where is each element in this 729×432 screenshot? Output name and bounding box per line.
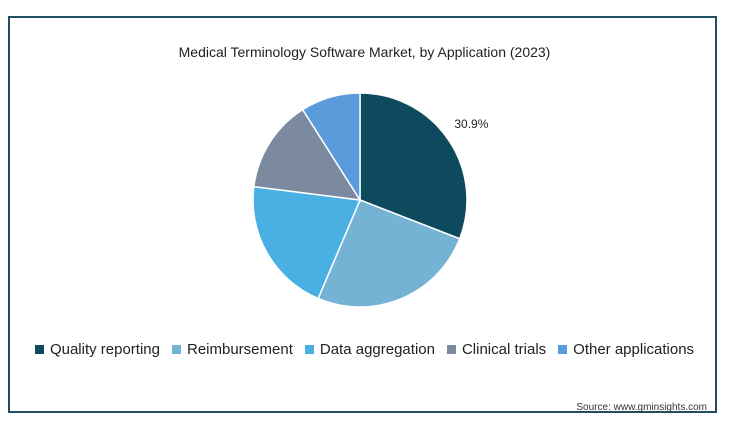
legend-swatch (34, 345, 44, 354)
legend-swatch (172, 345, 181, 354)
legend-swatch (304, 345, 314, 354)
legend-label: Clinical trials (461, 341, 547, 358)
pie-slice-clinical-trials (253, 108, 362, 201)
legend-label: Data aggregation (319, 341, 435, 358)
legend-label: Other applications (573, 341, 695, 358)
legend-item: Quality reporting (34, 341, 160, 358)
pie-slice-quality-reporting (359, 92, 468, 240)
pie-slice-data-aggregation (252, 185, 362, 300)
legend-item: Clinical trials (446, 341, 547, 358)
legend-swatch (446, 345, 456, 354)
legend-item: Data aggregation (304, 341, 435, 358)
pie-slice-reimbursement (317, 199, 461, 308)
legend-label: Quality reporting (49, 341, 160, 358)
pie-slice-other-applications (301, 92, 361, 203)
legend: Quality reporting Reimbursement Data aggre… (0, 341, 729, 358)
data-label-quality-reporting: 30.9% (454, 117, 488, 131)
legend-swatch (558, 345, 568, 354)
source-note: Source: www.gminsights.com (576, 402, 707, 413)
legend-item: Reimbursement (172, 341, 293, 358)
chart-title: Medical Terminology Software Market, by … (178, 44, 551, 60)
legend-label: Reimbursement (187, 341, 293, 358)
legend-item: Other applications (558, 341, 694, 358)
